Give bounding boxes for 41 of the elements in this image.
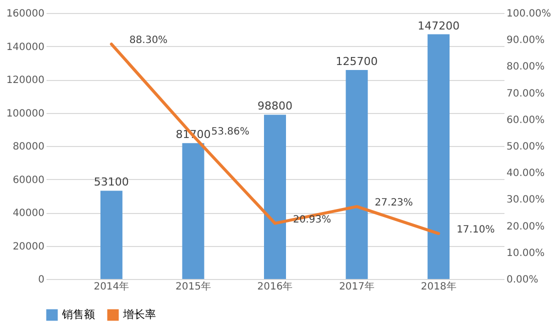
- y-tick-label: 60000: [12, 174, 44, 186]
- y2-tick-label: 70.00%: [506, 88, 545, 100]
- y-tick-label: 100000: [6, 108, 44, 120]
- x-tick-label: 2018年: [420, 280, 456, 292]
- data-label: 53100: [94, 176, 129, 189]
- y2-tick-label: 40.00%: [506, 168, 545, 180]
- x-tick-label: 2015年: [175, 280, 211, 292]
- y-tick-label: 80000: [12, 142, 44, 152]
- y-tick-label: 140000: [6, 42, 44, 53]
- y2-tick-label: 60.00%: [506, 114, 545, 126]
- data-label: 88.30%: [129, 35, 168, 46]
- y-tick-label: 0: [38, 274, 44, 286]
- x-tick-label: 2016年: [257, 280, 293, 292]
- data-label: 147200: [418, 19, 460, 32]
- y2-tick-label: 100.00%: [506, 8, 551, 20]
- y2-tick-label: 90.00%: [506, 35, 545, 46]
- legend-label: 增长率: [122, 308, 156, 321]
- bar: [428, 34, 450, 279]
- data-label: 53.86%: [211, 126, 250, 138]
- y2-tick-label: 10.00%: [506, 248, 545, 259]
- bar: [100, 190, 122, 279]
- y2-tick-label: 50.00%: [506, 142, 545, 152]
- y-tick-label: 20000: [12, 241, 44, 252]
- y2-tick-label: 20.00%: [506, 221, 545, 232]
- y-tick-label: 160000: [6, 8, 44, 20]
- bar: [264, 114, 286, 279]
- data-label: 98800: [258, 100, 292, 113]
- data-label: 27.23%: [374, 198, 413, 209]
- bar: [182, 143, 204, 279]
- legend-label: 销售额: [61, 308, 95, 321]
- bar: [346, 70, 368, 279]
- x-tick-label: 2017年: [339, 280, 375, 292]
- x-tick-label: 2014年: [94, 280, 130, 292]
- data-label: 20.93%: [293, 214, 332, 226]
- y2-tick-label: 80.00%: [506, 62, 545, 73]
- data-label: 125700: [336, 55, 378, 68]
- data-label: 17.10%: [456, 224, 495, 236]
- y2-tick-label: 30.00%: [506, 194, 545, 206]
- y2-tick-label: 0.00%: [506, 274, 538, 286]
- y-tick-label: 40000: [12, 208, 44, 219]
- y-tick-label: 120000: [6, 75, 44, 86]
